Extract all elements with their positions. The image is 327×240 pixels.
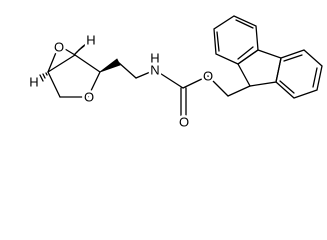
atom-label: H — [29, 75, 38, 90]
hashed-bond — [74, 42, 88, 55]
atom-label: O — [179, 115, 189, 130]
hashed-bond — [39, 72, 48, 82]
ring — [213, 15, 259, 65]
atom-label: H — [86, 33, 95, 48]
bond — [47, 49, 58, 73]
hash — [80, 42, 88, 49]
double-bond — [283, 54, 303, 62]
hash — [45, 72, 48, 76]
double-bond — [237, 46, 254, 60]
double-bond — [216, 31, 220, 52]
bond — [74, 54, 101, 73]
bond — [207, 75, 229, 97]
molecule-structure: O H H O N H O O — [27, 15, 323, 132]
bond — [117, 61, 137, 79]
bond — [47, 54, 76, 73]
atom-label: O — [203, 69, 213, 84]
atom-label: O — [84, 90, 94, 105]
double-bond — [279, 80, 295, 94]
atom-labels: O H H O N H O O — [27, 30, 216, 132]
atom-label: N — [150, 63, 159, 78]
bond — [182, 75, 209, 89]
double-bond — [235, 19, 254, 29]
bond — [135, 69, 156, 79]
bond — [227, 85, 251, 97]
ring — [275, 49, 323, 99]
bond — [154, 69, 184, 89]
bonds — [39, 15, 323, 119]
page: {"atoms": [ {"label": "O"}, {"label": "H… — [27, 15, 323, 132]
atom-label: H — [150, 51, 159, 66]
wedge-bond — [99, 58, 121, 73]
hash — [42, 73, 46, 79]
bond — [47, 71, 61, 98]
double-bond — [312, 67, 318, 88]
bond — [87, 71, 101, 98]
ring — [237, 49, 282, 87]
atom-label: O — [54, 40, 64, 55]
bond — [59, 45, 76, 56]
hash — [39, 74, 44, 82]
